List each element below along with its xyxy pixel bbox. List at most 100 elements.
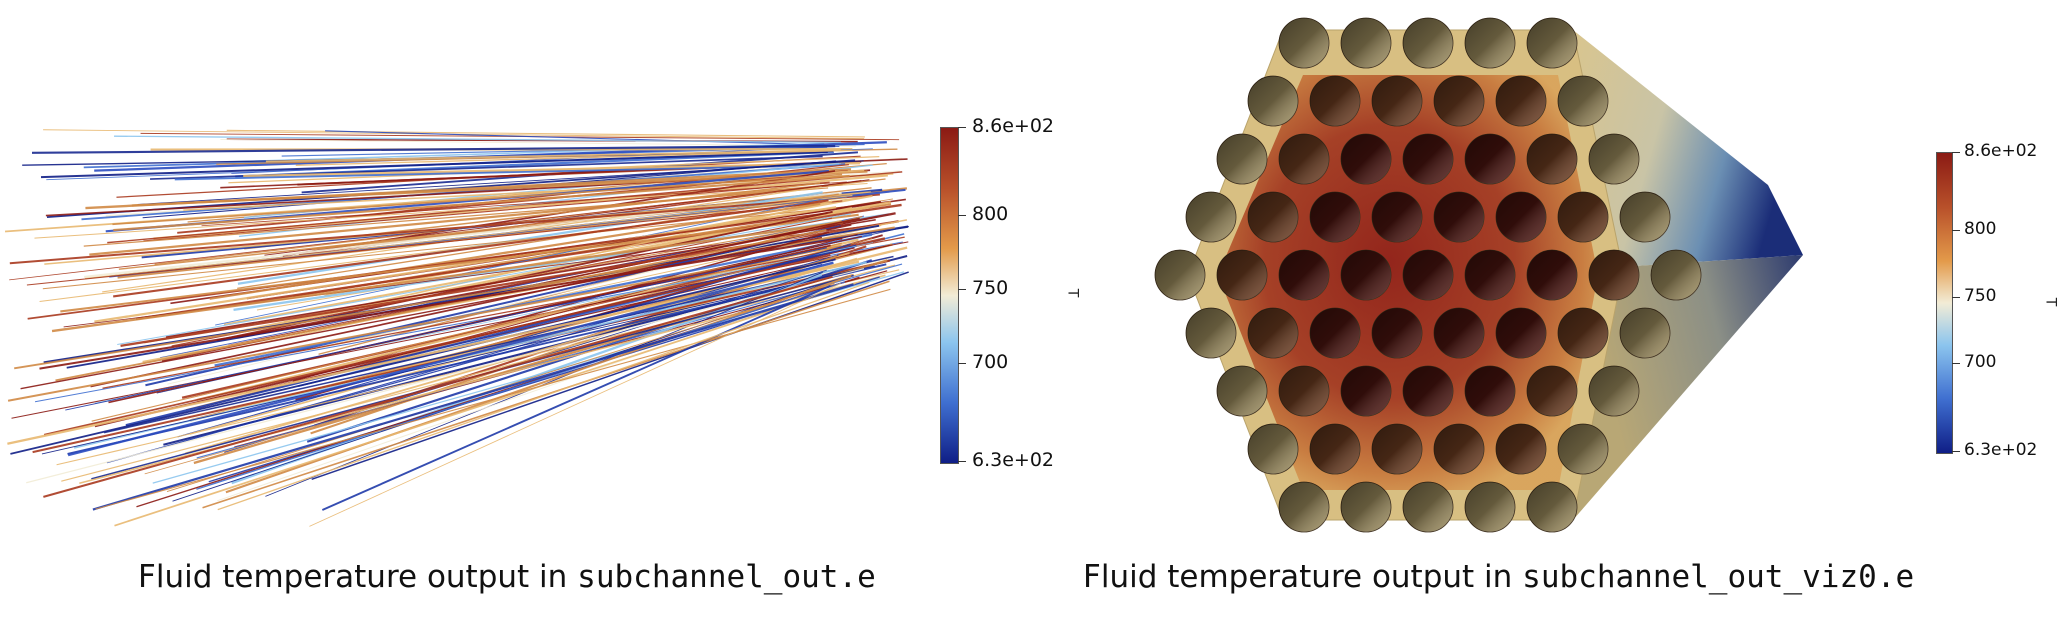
subchannel-streak [26, 267, 865, 484]
fuel-pin-shading [1217, 134, 1267, 184]
subchannel-streak [228, 155, 880, 184]
subchannel-streak [83, 187, 829, 247]
colorbar-label-min: 6.3e+02 [1964, 440, 2038, 460]
fuel-pin-shading [1527, 366, 1577, 416]
fuel-pin-shading [1155, 250, 1205, 300]
subchannel-streak [112, 173, 843, 226]
fuel-pin-shading [1341, 250, 1391, 300]
subchannel-line-render [4, 129, 910, 527]
subchannel-streak [55, 229, 827, 382]
subchannel-streak [9, 185, 829, 281]
fuel-pin-shading [1434, 192, 1484, 242]
fuel-pin-shading [1248, 308, 1298, 358]
fuel-pin-shading [1217, 250, 1267, 300]
subchannel-streak [60, 213, 859, 313]
subchannel-streak [113, 174, 850, 232]
subchannel-streak [40, 151, 828, 179]
subchannel-streak [92, 283, 854, 511]
subchannel-streak [7, 245, 842, 402]
subchannel-streak [325, 130, 825, 146]
fuel-pin-shading [1310, 192, 1360, 242]
subchannel-streak [114, 282, 856, 527]
subchannel-streak [90, 223, 852, 388]
subchannel-streak [311, 271, 909, 481]
subchannel-streak [167, 229, 831, 385]
fuel-pin-shading [1434, 308, 1484, 358]
fuel-pin-array [1154, 17, 1702, 533]
subchannel-streak [309, 283, 841, 527]
subchannel-streak [114, 135, 841, 144]
colorbar-label-750: 750 [1964, 286, 1997, 306]
fuel-pin-shading [1310, 308, 1360, 358]
fuel-pin-shading [1434, 76, 1484, 126]
fuel-pin-shading [1651, 250, 1701, 300]
fuel-pin-shading [1465, 366, 1515, 416]
fuel-pin-shading [1496, 424, 1546, 474]
subchannel-streak [39, 237, 843, 370]
colorbar-label-700: 700 [972, 351, 1009, 373]
fuel-pin-shading [1403, 250, 1453, 300]
subchannel-streak [31, 144, 836, 154]
fuel-pin-shading [1496, 76, 1546, 126]
subchannel-streak [245, 244, 890, 393]
subchannel-streak [67, 261, 834, 457]
fuel-pin-shading [1279, 18, 1329, 68]
fuel-pin-shading [1527, 18, 1577, 68]
subchannel-streak [67, 263, 887, 455]
caption-text: Fluid temperature output in [1083, 559, 1523, 595]
fuel-pin-shading [1558, 424, 1608, 474]
caption-filename: subchannel_out.e [577, 559, 876, 595]
subchannel-streak [217, 285, 839, 502]
subchannel-streak [125, 244, 857, 427]
fuel-pin-shading [1620, 192, 1670, 242]
subchannel-streak [113, 199, 829, 298]
subchannel-streak [27, 212, 828, 320]
fuel-pin-shading [1279, 250, 1329, 300]
subchannel-streak [34, 241, 903, 403]
fuel-pin-shading [1372, 192, 1422, 242]
subchannel-streak [237, 193, 839, 289]
fuel-pin-shading [1279, 134, 1329, 184]
fuel-pin-shading [1465, 482, 1515, 532]
fuel-pin-shading [1279, 482, 1329, 532]
subchannel-streak [196, 281, 846, 490]
caption-filename: subchannel_out_viz0.e [1522, 559, 1915, 595]
fuel-pin-shading [1496, 308, 1546, 358]
fuel-pin-shading [1279, 366, 1329, 416]
fuel-pin-shading [1341, 482, 1391, 532]
fuel-pin-shading [1558, 308, 1608, 358]
left-panel: 8.6e+02 800 750 700 6.3e+02 T Fluid temp… [4, 115, 1080, 595]
fuel-pin-shading [1465, 134, 1515, 184]
subchannel-streak [26, 200, 843, 286]
colorbar-label-max: 8.6e+02 [972, 115, 1055, 137]
fuel-pin-shading [1589, 250, 1639, 300]
subchannel-streak [9, 193, 880, 265]
subchannel-streak [143, 181, 830, 242]
fuel-pin-shading [1496, 192, 1546, 242]
fuel-pin-shading [1527, 134, 1577, 184]
subchannel-streak [81, 163, 846, 221]
subchannel-streak [10, 258, 836, 455]
subchannel-streak [214, 233, 873, 367]
fuel-pin-shading [1341, 366, 1391, 416]
colorbar-label-min: 6.3e+02 [972, 449, 1055, 471]
fuel-pin-shading [1403, 134, 1453, 184]
subchannel-streak [226, 129, 865, 138]
caption-left: Fluid temperature output in subchannel_o… [138, 559, 876, 595]
fuel-pin-shading [1527, 250, 1577, 300]
subchannel-streak [117, 213, 852, 346]
fuel-pin-shading [1589, 134, 1639, 184]
fuel-pin-shading [1620, 308, 1670, 358]
fuel-pin-shading [1527, 482, 1577, 532]
colorbar-gradient [1936, 152, 1953, 454]
fuel-pin-shading [1403, 482, 1453, 532]
caption-right: Fluid temperature output in subchannel_o… [1083, 559, 1914, 595]
colorbar-title: T [2042, 297, 2059, 307]
hex-assembly-render [1154, 17, 1803, 533]
subchannel-streak [166, 282, 835, 492]
colorbar-gradient [940, 127, 959, 464]
subchannel-streak [265, 149, 841, 163]
right-panel: 8.6e+02 800 750 700 6.3e+02 T Fluid temp… [1033, 0, 2066, 618]
subchannel-streak [102, 236, 905, 389]
subchannel-streak [209, 202, 821, 300]
